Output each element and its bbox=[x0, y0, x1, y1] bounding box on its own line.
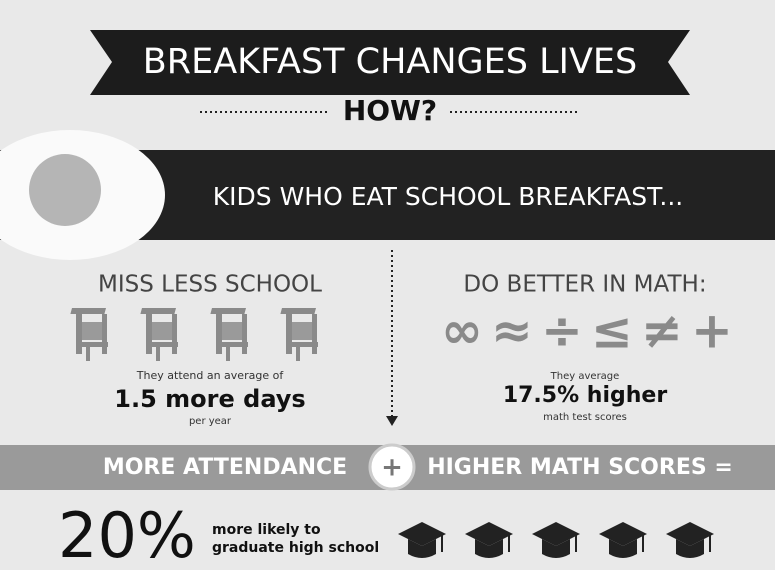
result-stat: 20% bbox=[58, 499, 196, 570]
equation-right: HIGHER MATH SCORES = bbox=[427, 455, 733, 480]
right-highlight: 17.5% higher bbox=[503, 383, 668, 408]
math-symbol: ÷ bbox=[541, 302, 583, 360]
math-symbol: ∞ bbox=[441, 302, 483, 360]
infographic: BREAKFAST CHANGES LIVES HOW? KIDS WHO EA… bbox=[0, 0, 775, 570]
title: BREAKFAST CHANGES LIVES bbox=[143, 42, 637, 82]
left-line1: They attend an average of bbox=[136, 369, 285, 382]
right-heading: DO BETTER IN MATH: bbox=[463, 272, 706, 298]
subtitle: HOW? bbox=[343, 94, 437, 127]
right-line2: math test scores bbox=[543, 412, 627, 423]
right-line1: They average bbox=[550, 371, 620, 382]
left-heading: MISS LESS SCHOOL bbox=[98, 272, 322, 298]
page: BREAKFAST CHANGES LIVES HOW? KIDS WHO EA… bbox=[0, 0, 775, 570]
banner-text: KIDS WHO EAT SCHOOL BREAKFAST... bbox=[213, 182, 684, 211]
equation-left: MORE ATTENDANCE bbox=[103, 455, 347, 480]
left-line2: per year bbox=[189, 416, 232, 427]
result-line2: graduate high school bbox=[212, 540, 379, 556]
math-symbol: ≈ bbox=[491, 302, 533, 360]
math-symbol: ≠ bbox=[641, 302, 683, 360]
result-line1: more likely to bbox=[212, 522, 321, 538]
math-symbol: ≤ bbox=[591, 302, 633, 360]
equation-operator: + bbox=[381, 453, 403, 483]
math-symbol: + bbox=[691, 302, 733, 360]
left-highlight: 1.5 more days bbox=[114, 385, 305, 413]
egg-yolk bbox=[29, 154, 101, 226]
